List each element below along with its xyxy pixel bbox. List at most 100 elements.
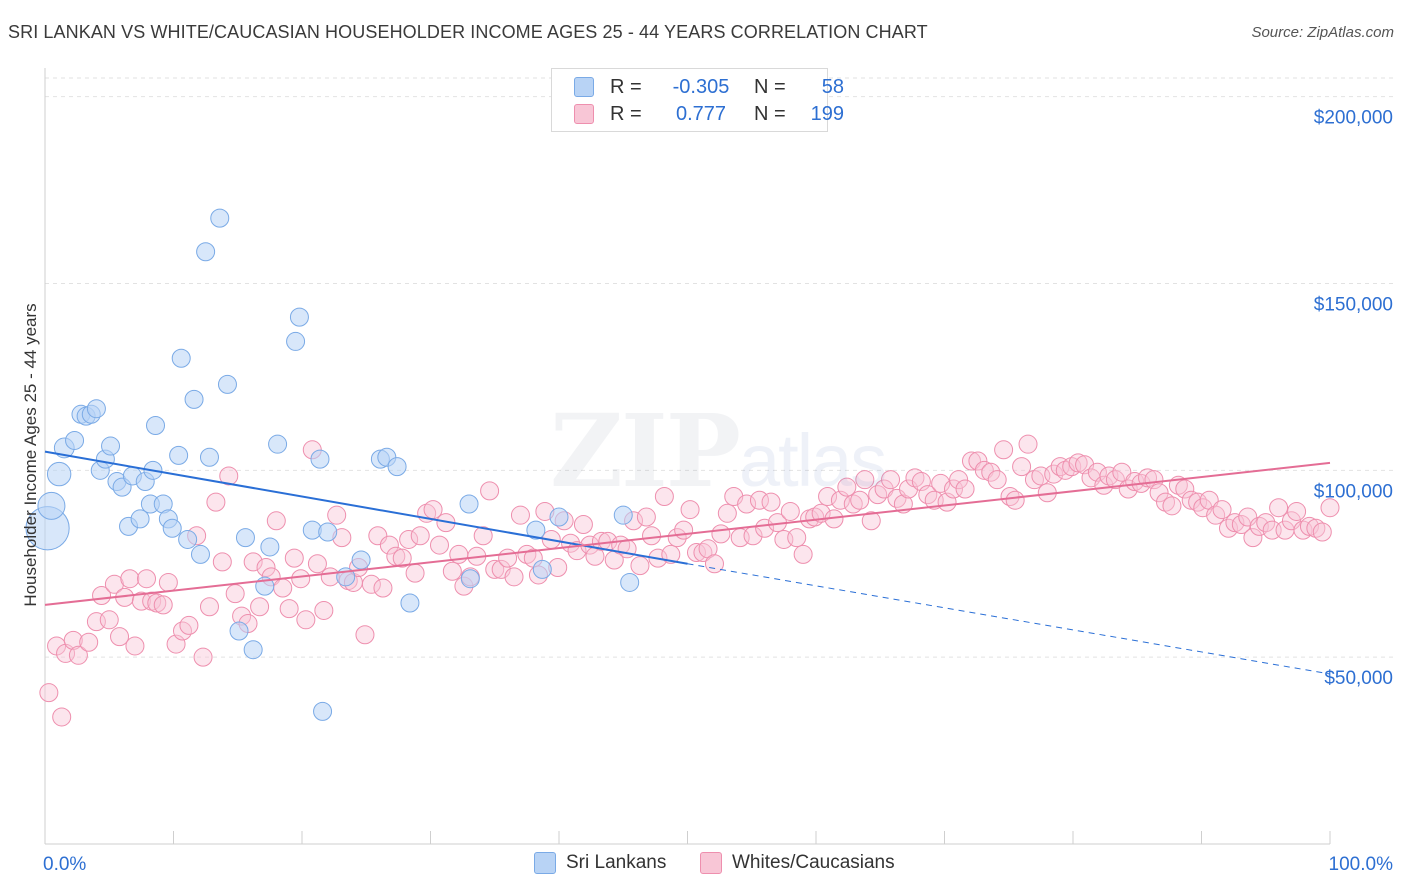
- r-value: 0.777: [675, 102, 727, 125]
- white-caucasian-point: [981, 462, 1001, 482]
- sri-lankan-point: [46, 461, 72, 487]
- white-caucasian-point: [949, 470, 969, 490]
- white-caucasian-point: [780, 501, 800, 521]
- white-caucasian-point: [225, 584, 245, 604]
- legend-label: Whites/Caucasians: [732, 852, 895, 873]
- y-tick-label: $200,000: [1314, 108, 1393, 129]
- white-caucasian-point: [179, 615, 199, 635]
- sri-lankan-point: [190, 544, 210, 564]
- white-caucasian-point: [793, 544, 813, 564]
- y-tick-label: $100,000: [1314, 481, 1393, 502]
- white-caucasian-points: [39, 434, 1340, 727]
- white-caucasian-point: [314, 600, 334, 620]
- sri-lankan-point: [526, 520, 546, 540]
- white-caucasian-point: [711, 524, 731, 544]
- white-caucasian-point: [1320, 498, 1340, 518]
- white-caucasian-point: [943, 479, 963, 499]
- n-label: N =: [754, 75, 786, 98]
- y-tick-label: $50,000: [1324, 668, 1393, 689]
- white-caucasian-point: [717, 503, 737, 523]
- white-caucasian-point: [361, 574, 381, 594]
- white-caucasian-point: [874, 479, 894, 499]
- white-caucasian-point: [1005, 490, 1025, 510]
- white-caucasian-point: [1125, 472, 1145, 492]
- watermark-sub: atlas: [738, 419, 887, 502]
- white-caucasian-point: [110, 627, 130, 647]
- zipatlas-watermark: ZIPatlas: [550, 392, 887, 510]
- sri-lankan-point: [318, 522, 338, 542]
- white-caucasian-trend-line: [44, 461, 1331, 606]
- white-caucasian-point: [1094, 475, 1114, 495]
- white-caucasian-point: [498, 548, 518, 568]
- white-caucasian-point: [1018, 434, 1038, 454]
- sri-lankan-point: [387, 457, 407, 477]
- x-tick-label: 100.0%: [1329, 854, 1394, 875]
- sri-lankan-point: [549, 507, 569, 527]
- white-caucasian-point: [1112, 462, 1132, 482]
- pink-swatch: [700, 852, 722, 874]
- legend-item-whites: Whites/Caucasians: [700, 852, 895, 874]
- tick-labels: $50,000 $100,000 $150,000 $200,000 0.0% 100.0…: [43, 108, 1393, 875]
- white-caucasian-point: [1012, 457, 1032, 477]
- white-caucasian-point: [805, 507, 825, 527]
- sri-lankan-point: [268, 434, 288, 454]
- white-caucasian-point: [654, 486, 674, 506]
- white-caucasian-point: [1162, 496, 1182, 516]
- white-caucasian-point: [787, 528, 807, 548]
- sri-lankan-point: [459, 494, 479, 514]
- sri-lankan-point: [243, 640, 263, 660]
- correlation-legend: R = -0.305 N = 58 R = 0.777 N = 199: [551, 68, 844, 132]
- white-caucasian-point: [843, 494, 863, 514]
- white-caucasian-point: [1312, 522, 1332, 542]
- white-caucasian-point: [1175, 479, 1195, 499]
- white-caucasian-point: [855, 470, 875, 490]
- white-caucasian-point: [250, 597, 270, 617]
- white-caucasian-point: [1068, 453, 1088, 473]
- white-caucasian-point: [206, 492, 226, 512]
- white-caucasian-point: [373, 578, 393, 598]
- white-caucasian-point: [1050, 457, 1070, 477]
- white-caucasian-point: [1243, 528, 1263, 548]
- white-caucasian-point: [1269, 498, 1289, 518]
- white-caucasian-point: [279, 599, 299, 619]
- r-label: R =: [610, 75, 642, 98]
- sri-lankan-point: [130, 509, 150, 529]
- sri-lankan-point: [620, 572, 640, 592]
- sri-lankan-point: [37, 491, 66, 520]
- n-value: 199: [810, 102, 844, 125]
- white-caucasian-point: [291, 569, 311, 589]
- trend-lines: [44, 450, 1331, 675]
- white-caucasian-point: [968, 451, 988, 471]
- white-caucasian-point: [355, 625, 375, 645]
- white-caucasian-point: [480, 481, 500, 501]
- white-caucasian-point: [52, 707, 72, 727]
- sri-lankan-points: [25, 208, 640, 721]
- source-credit: Source: ZipAtlas.com: [1251, 24, 1394, 41]
- white-caucasian-point: [243, 552, 263, 572]
- white-caucasian-point: [1099, 466, 1119, 486]
- white-caucasian-point: [1156, 492, 1176, 512]
- white-caucasian-point: [379, 535, 399, 555]
- white-caucasian-point: [686, 543, 706, 563]
- sri-lankan-point: [146, 416, 166, 436]
- blue-swatch: [574, 77, 594, 97]
- white-caucasian-point: [1249, 516, 1269, 536]
- white-caucasian-point: [284, 548, 304, 568]
- white-caucasian-point: [399, 529, 419, 549]
- white-caucasian-point: [1105, 470, 1125, 490]
- white-caucasian-point: [881, 470, 901, 490]
- white-caucasian-point: [850, 490, 870, 510]
- white-caucasian-point: [1188, 492, 1208, 512]
- sri-lankan-point: [178, 529, 198, 549]
- white-caucasian-point: [429, 535, 449, 555]
- white-caucasian-point: [68, 645, 88, 665]
- white-caucasian-point: [296, 610, 316, 630]
- sri-lankan-point: [400, 593, 420, 613]
- sri-lankan-point: [613, 505, 633, 525]
- sri-lankan-point: [313, 701, 333, 721]
- sri-lankan-trend-extension: [687, 563, 1331, 675]
- white-caucasian-point: [153, 595, 173, 615]
- sri-lankan-point: [351, 550, 371, 570]
- white-caucasian-point: [630, 556, 650, 576]
- white-caucasian-point: [39, 683, 59, 703]
